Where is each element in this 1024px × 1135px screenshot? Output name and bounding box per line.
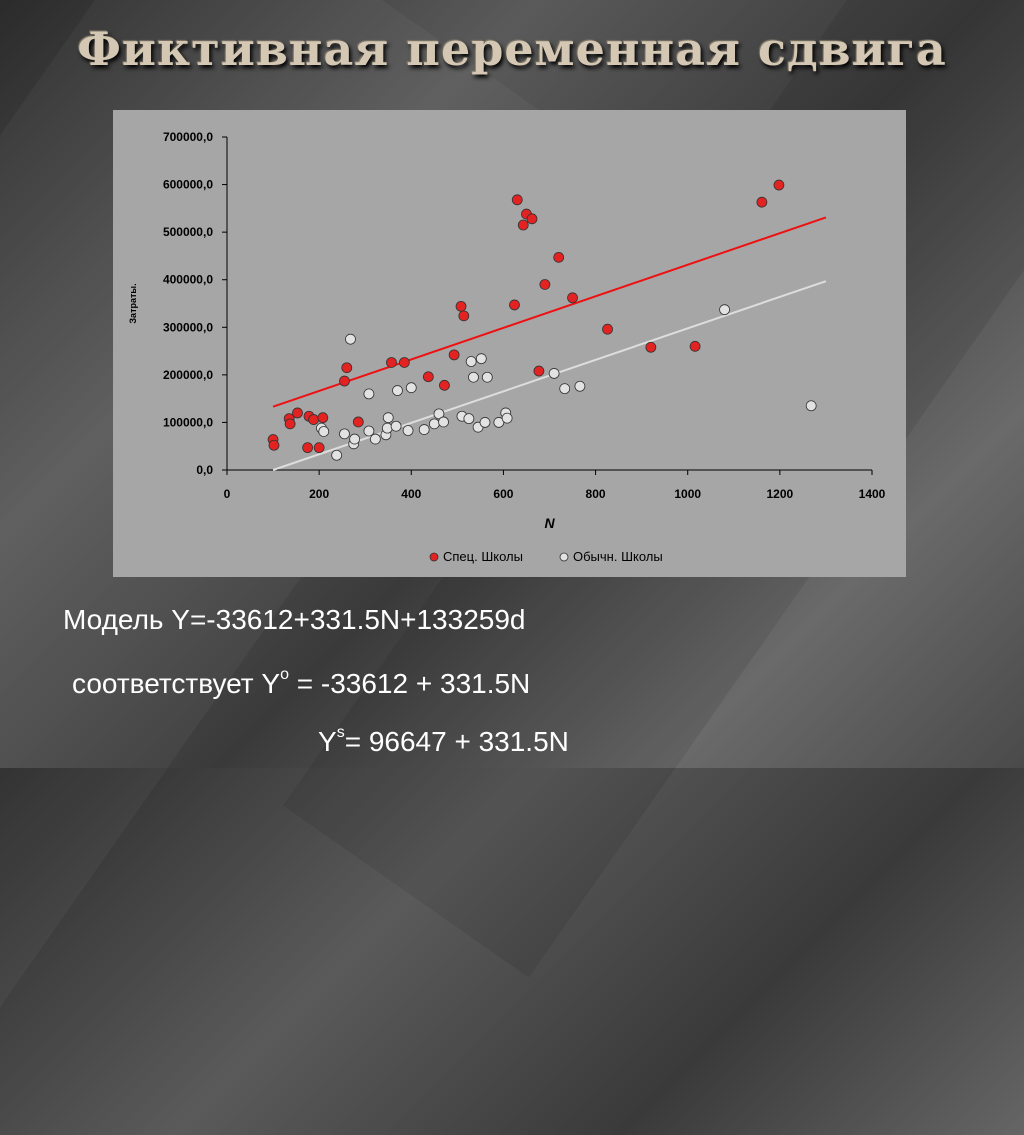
special-school-point	[439, 379, 450, 391]
special-equation-sup: s	[336, 724, 345, 741]
y-tick-label: 700000,0	[163, 130, 213, 144]
ordinary-equation: соответствует Yo = -33612 + 331.5N	[72, 666, 531, 700]
ordinary-school-point	[381, 422, 393, 434]
special-school-point	[386, 357, 397, 368]
x-axis-label: N	[544, 515, 555, 531]
ordinary-school-point	[418, 424, 430, 435]
ordinary-school-point	[349, 433, 361, 445]
x-tick-label: 0	[224, 487, 231, 501]
special-school-point	[509, 299, 520, 311]
ordinary-school-point	[433, 408, 445, 420]
y-tick-label: 600000,0	[163, 178, 213, 192]
ordinary-school-point	[493, 417, 505, 428]
special-school-point	[339, 375, 350, 387]
ordinary-school-point	[345, 333, 356, 345]
special-school-point	[313, 442, 325, 454]
special-school-point	[458, 310, 470, 322]
y-tick-label: 100000,0	[163, 415, 213, 429]
special-school-point	[553, 251, 565, 263]
ordinary-school-point	[318, 426, 330, 437]
model-equation-text: Модель Y=-33612+331.5N+133259d	[63, 604, 526, 635]
y-tick-label: 200000,0	[163, 368, 213, 382]
special-school-point	[602, 323, 613, 335]
special-school-point	[292, 407, 303, 419]
y-tick-label: 400000,0	[163, 273, 213, 287]
special-equation: Ys= 96647 + 331.5N	[318, 724, 569, 758]
special-school-point	[302, 442, 314, 454]
ordinary-school-point	[363, 388, 375, 400]
special-school-point	[645, 341, 657, 353]
special-school-point	[268, 439, 280, 451]
slide-title: Фиктивная переменная сдвига	[77, 22, 947, 76]
special-school-point	[448, 349, 460, 361]
special-school-point	[539, 279, 551, 290]
trendline	[272, 216, 827, 408]
ordinary-school-point	[463, 413, 475, 425]
ordinary-school-point	[405, 382, 417, 394]
special-school-point	[567, 292, 578, 304]
special-school-point	[511, 194, 523, 206]
ordinary-school-point	[390, 420, 402, 432]
ordinary-school-point	[428, 418, 440, 430]
y-tick-label: 300000,0	[163, 320, 213, 334]
legend-marker	[559, 552, 569, 562]
scatter-chart: 0,0 100000,0 200000,0 300000,0 400000,0 50000…	[113, 110, 906, 577]
ordinary-school-point	[719, 304, 730, 316]
x-tick-label: 1200	[767, 487, 794, 501]
ordinary-school-point	[479, 417, 491, 428]
ordinary-school-point	[339, 428, 350, 440]
special-school-point	[526, 213, 538, 225]
ordinary-school-point	[438, 416, 449, 428]
ordinary-equation-sup: o	[280, 666, 289, 683]
ordinary-school-point	[548, 368, 560, 379]
ordinary-school-point	[369, 433, 381, 445]
y-axis-label: Затраты.	[128, 283, 138, 323]
special-school-point	[284, 418, 296, 430]
special-school-point	[352, 416, 364, 428]
ordinary-school-point	[392, 385, 403, 396]
ordinary-school-point	[805, 400, 817, 412]
ordinary-school-point	[402, 425, 414, 436]
special-school-point	[756, 196, 768, 208]
special-school-point	[398, 357, 410, 368]
x-tick-label: 800	[586, 487, 606, 501]
special-school-point	[773, 179, 785, 191]
ordinary-school-point	[475, 353, 487, 365]
special-equation-prefix: Y	[318, 726, 337, 757]
ordinary-school-point	[574, 380, 586, 392]
special-school-point	[517, 219, 529, 231]
ordinary-school-point	[559, 383, 571, 395]
chart-canvas: 0,0 100000,0 200000,0 300000,0 400000,0 50000…	[128, 130, 886, 564]
x-tick-label: 1400	[859, 487, 886, 501]
ordinary-school-point	[465, 356, 477, 367]
x-tick-label: 600	[493, 487, 513, 501]
special-school-point	[317, 412, 329, 424]
legend-label: Спец. Школы	[443, 549, 523, 564]
y-tick-label: 500000,0	[163, 225, 213, 239]
legend-marker	[429, 552, 439, 562]
legend-label: Обычн. Школы	[573, 549, 663, 564]
x-tick-label: 200	[309, 487, 329, 501]
ordinary-school-point	[468, 371, 479, 383]
special-school-point	[308, 414, 320, 425]
x-tick-label: 1000	[674, 487, 701, 501]
ordinary-school-point	[331, 449, 343, 461]
special-school-point	[422, 371, 434, 383]
special-school-point	[689, 340, 701, 352]
special-school-point	[455, 300, 467, 312]
y-tick-label: 0,0	[196, 463, 213, 477]
ordinary-school-point	[382, 412, 394, 424]
special-equation-rest: = 96647 + 331.5N	[344, 726, 569, 757]
special-school-point	[533, 365, 545, 377]
ordinary-school-point	[363, 425, 375, 437]
special-school-point	[341, 362, 353, 374]
ordinary-school-point	[501, 412, 513, 424]
ordinary-school-point	[481, 371, 493, 383]
x-tick-label: 400	[401, 487, 421, 501]
ordinary-equation-prefix: соответствует Y	[72, 668, 281, 699]
ordinary-equation-rest: = -33612 + 331.5N	[288, 668, 531, 699]
model-equation: Модель Y=-33612+331.5N+133259d	[63, 604, 526, 636]
